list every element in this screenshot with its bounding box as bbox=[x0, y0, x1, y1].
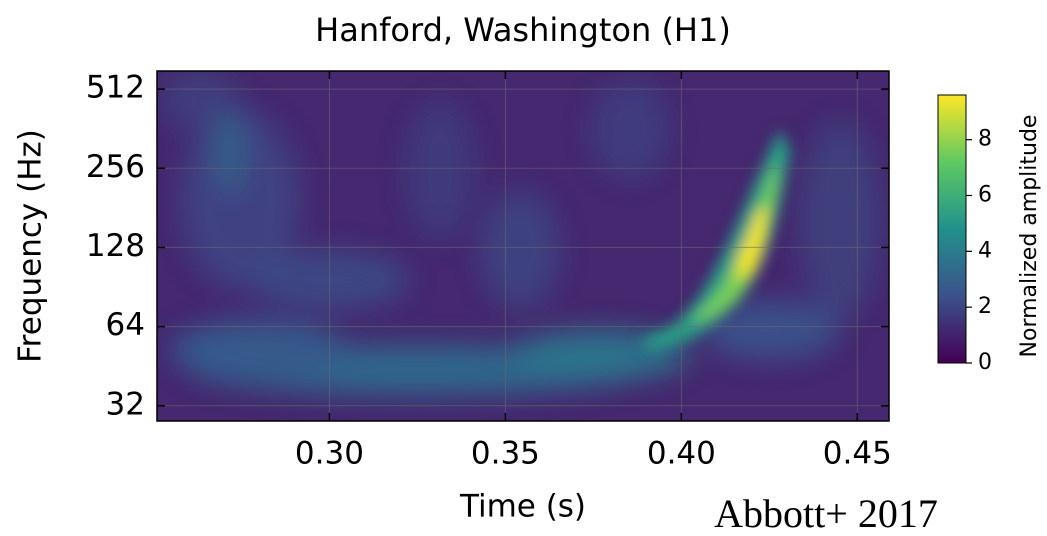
y-tick-label: 64 bbox=[106, 307, 145, 343]
x-tick-label: 0.30 bbox=[295, 436, 364, 472]
x-tick-label: 0.35 bbox=[471, 436, 540, 472]
y-axis-label: Frequency (Hz) bbox=[13, 129, 49, 363]
x-tick-label: 0.45 bbox=[823, 436, 892, 472]
colorbar-tick-label: 4 bbox=[978, 238, 992, 263]
x-tick-label: 0.40 bbox=[647, 436, 716, 472]
colorbar-tick-label: 2 bbox=[978, 294, 992, 319]
plot-frame bbox=[156, 70, 890, 422]
colorbar-tick-label: 0 bbox=[978, 350, 992, 375]
colorbar-tick-label: 8 bbox=[978, 127, 992, 152]
colorbar bbox=[937, 94, 967, 364]
colorbar-tick-label: 6 bbox=[978, 183, 992, 208]
y-tick-label: 512 bbox=[86, 70, 145, 106]
axes: 0.30 0.35 0.40 0.45 32 64 128 256 512 bbox=[86, 70, 892, 472]
y-tick-label: 256 bbox=[86, 149, 145, 185]
y-tick-label: 32 bbox=[106, 386, 145, 422]
colorbar-label: Normalized amplitude bbox=[1017, 115, 1042, 358]
chart-title: Hanford, Washington (H1) bbox=[315, 11, 731, 49]
x-axis-label: Time (s) bbox=[459, 489, 586, 525]
annotation: Abbott+ 2017 bbox=[714, 491, 938, 536]
spectrogram bbox=[157, 71, 889, 421]
y-tick-label: 128 bbox=[86, 228, 145, 264]
